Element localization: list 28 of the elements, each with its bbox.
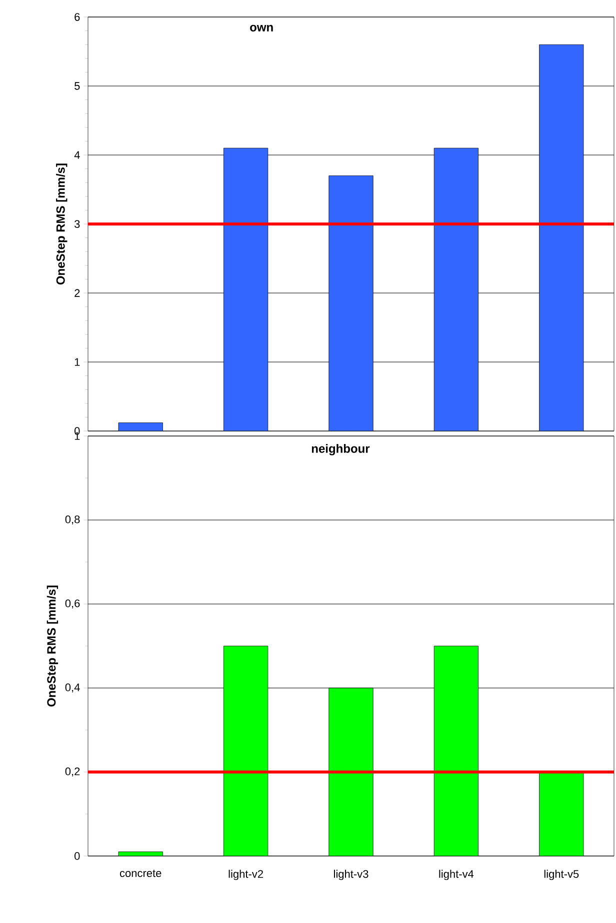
x-tick-label: light-v3 [334, 870, 368, 880]
y-tick-label: 1 [74, 358, 80, 366]
y-tick-label: 0,6 [65, 599, 80, 609]
x-tick-label: light-v2 [228, 870, 263, 880]
bar [224, 148, 268, 431]
y-tick-label: 0,4 [65, 683, 80, 693]
x-tick-label: light-v5 [544, 870, 579, 880]
y-tick-label: 0,2 [65, 767, 80, 777]
chart-title: own [250, 24, 273, 32]
bar [224, 646, 268, 856]
text: neighbour [312, 444, 370, 456]
y-tick-label: 4 [74, 151, 80, 159]
bar [434, 646, 478, 856]
y-tick-label: 3 [74, 220, 80, 228]
y-tick-label: 5 [74, 82, 80, 90]
y-tick-label: 0,8 [65, 515, 80, 525]
bar [539, 772, 584, 856]
y-tick-label: 0 [74, 852, 80, 860]
bar [539, 44, 584, 431]
y-axis-title: OneStep RMS [mm/s] [46, 586, 58, 707]
y-tick-label: 2 [74, 289, 80, 297]
bar [328, 688, 374, 856]
bar [434, 148, 478, 431]
x-tick-label: concrete [120, 870, 162, 878]
y-tick-label: 6 [74, 13, 80, 21]
bar [328, 175, 374, 431]
y-axis-title: OneStep RMS [mm/s] [56, 164, 68, 285]
x-tick-label: light-v4 [439, 870, 474, 880]
